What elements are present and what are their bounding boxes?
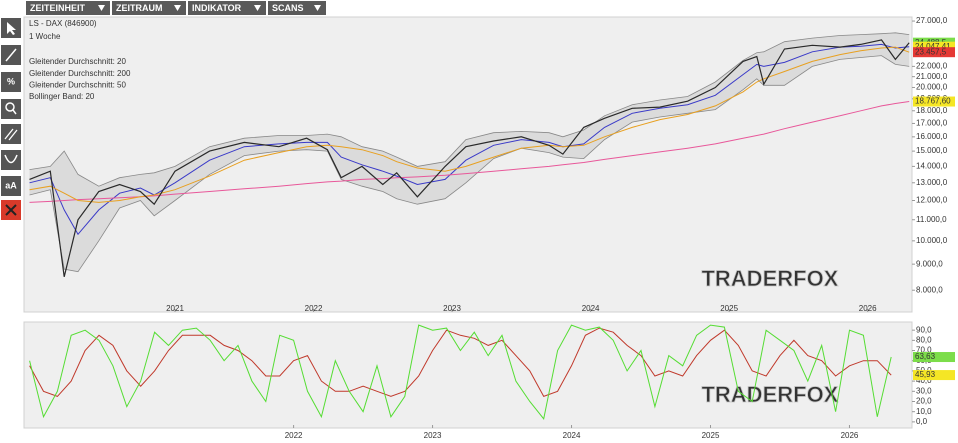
price-tag bbox=[913, 47, 955, 58]
toolbar-label: ZEITEINHEIT bbox=[30, 3, 86, 13]
tool-label: aA bbox=[5, 180, 17, 190]
dropdown-arrow bbox=[314, 5, 321, 11]
y-tick-label: 18.000,0 bbox=[916, 106, 948, 115]
y-tick-label: 40,0 bbox=[916, 376, 932, 385]
y-tick-label: 30,0 bbox=[916, 386, 932, 395]
tool-text[interactable] bbox=[1, 176, 21, 196]
series-line bbox=[29, 324, 892, 420]
y-tick-label: 90,0 bbox=[916, 325, 932, 334]
tool-label: % bbox=[7, 76, 15, 86]
x-tick-label: 2025 bbox=[720, 304, 738, 313]
legend-entry: Bollinger Band: 20 bbox=[29, 92, 95, 101]
y-tick-label: 0,0 bbox=[916, 417, 928, 426]
x-tick-label: 2025 bbox=[702, 431, 720, 440]
band-upper bbox=[29, 32, 910, 187]
side-toolbar bbox=[1, 18, 21, 220]
toolbar-button[interactable] bbox=[268, 1, 326, 15]
y-tick-label: 20.000,0 bbox=[916, 83, 948, 92]
toolbar-button[interactable] bbox=[26, 1, 110, 15]
y-tick-label: 21.000,0 bbox=[916, 72, 948, 81]
y-tick-label: 80,0 bbox=[916, 335, 932, 344]
y-tick-label: 12.000,0 bbox=[916, 196, 948, 205]
series-line bbox=[29, 101, 910, 203]
price-tag-label: 24.047,41 bbox=[915, 42, 951, 51]
x-tick-label: 2023 bbox=[443, 304, 461, 313]
price-tag-label: 23.457,5 bbox=[915, 47, 947, 56]
line-icon bbox=[5, 48, 17, 62]
watermark: TRADERFOX bbox=[701, 266, 838, 291]
y-tick-label: 16.000,0 bbox=[916, 132, 948, 141]
dropdown-arrow bbox=[174, 5, 181, 11]
legend-entry: Gleitender Durchschnitt: 20 bbox=[29, 57, 126, 66]
y-tick-label: 27.000,0 bbox=[916, 16, 948, 25]
x-tick-label: 2024 bbox=[582, 304, 600, 313]
y-tick-label: 10,0 bbox=[916, 407, 932, 416]
price-tag-label: 18.767,60 bbox=[915, 97, 951, 106]
toolbar-label: ZEITRAUM bbox=[116, 3, 163, 13]
channel-icon bbox=[8, 129, 18, 141]
x-tick-label: 2021 bbox=[166, 304, 184, 313]
chart-subtitle: 1 Woche bbox=[29, 32, 61, 41]
series-line bbox=[29, 43, 910, 236]
dropdown-arrow bbox=[254, 5, 261, 11]
watermark: TRADERFOX bbox=[701, 382, 838, 407]
tool-percent[interactable] bbox=[1, 72, 21, 92]
series-line bbox=[29, 39, 910, 277]
series-line bbox=[29, 46, 910, 203]
arc-icon bbox=[4, 154, 18, 164]
pointer-icon bbox=[7, 22, 16, 35]
chart-title: LS - DAX (846900) bbox=[29, 19, 97, 28]
y-tick-label: 70,0 bbox=[916, 346, 932, 355]
legend-entry: Gleitender Durchschnitt: 50 bbox=[29, 81, 126, 90]
toolbar-label: INDIKATOR bbox=[192, 3, 242, 13]
x-tick-label: 2024 bbox=[563, 431, 581, 440]
price-tag bbox=[913, 41, 955, 52]
zoom-handle bbox=[12, 109, 17, 115]
y-tick-label: 15.000,0 bbox=[916, 146, 948, 155]
y-tick-label: 20,0 bbox=[916, 397, 932, 406]
dropdown-arrow bbox=[98, 5, 105, 11]
tool-zoom[interactable] bbox=[1, 99, 21, 119]
band-area bbox=[29, 32, 910, 272]
channel-icon bbox=[4, 128, 14, 140]
toolbar-label: SCANS bbox=[272, 3, 304, 13]
toolbar-button[interactable] bbox=[112, 1, 186, 15]
y-tick-label: 9.000,0 bbox=[916, 259, 943, 268]
band-lower bbox=[29, 55, 910, 273]
x-tick-label: 2022 bbox=[305, 304, 323, 313]
price-tag-label: 45,93 bbox=[915, 370, 936, 379]
tool-channel[interactable] bbox=[1, 124, 21, 144]
y-tick-label: 17.000,0 bbox=[916, 119, 948, 128]
legend-entry: Gleitender Durchschnitt: 200 bbox=[29, 69, 131, 78]
price-tag bbox=[913, 370, 955, 381]
zoom-icon bbox=[5, 102, 15, 112]
y-tick-label: 10.000,0 bbox=[916, 236, 948, 245]
delete-icon bbox=[5, 204, 17, 216]
y-tick-label: 22.000,0 bbox=[916, 61, 948, 70]
plot-area bbox=[23, 321, 913, 429]
x-tick-label: 2023 bbox=[424, 431, 442, 440]
price-tag bbox=[913, 96, 955, 107]
y-tick-label: 13.000,0 bbox=[916, 178, 948, 187]
y-tick-label: 14.000,0 bbox=[916, 161, 948, 170]
y-tick-label: 11.000,0 bbox=[916, 215, 947, 224]
toolbar-button[interactable] bbox=[188, 1, 266, 15]
price-tag bbox=[913, 352, 955, 363]
x-tick-label: 2022 bbox=[285, 431, 303, 440]
tool-arc[interactable] bbox=[1, 150, 21, 170]
series-line bbox=[29, 327, 892, 398]
price-tag-label: 63,63 bbox=[915, 352, 936, 361]
x-tick-label: 2026 bbox=[859, 304, 877, 313]
x-tick-label: 2026 bbox=[841, 431, 859, 440]
y-tick-label: 8.000,0 bbox=[916, 285, 943, 294]
